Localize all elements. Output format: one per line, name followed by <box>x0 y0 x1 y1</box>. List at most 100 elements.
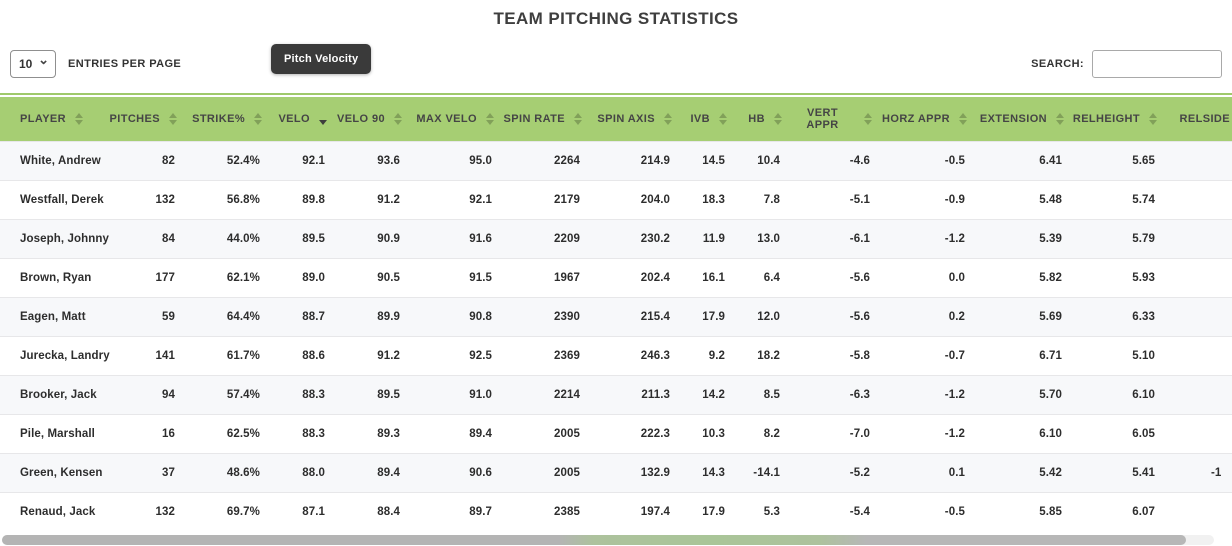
stat-cell: 16.1 <box>702 272 725 284</box>
stat-cell: 62.5% <box>226 428 260 440</box>
stat-cell: 2005 <box>554 467 580 479</box>
player-name-cell: White, Andrew <box>20 155 101 167</box>
table-row[interactable]: Brooker, Jack 94 57.4% 88.3 89.5 91.0 2214 211.… <box>0 375 1232 415</box>
stat-cell: 197.4 <box>640 506 670 518</box>
col-header-extension[interactable]: EXTENSION <box>975 97 1072 142</box>
entries-per-page-label: ENTRIES PER PAGE <box>68 58 182 70</box>
stat-cell: 8.2 <box>763 428 780 440</box>
sort-arrows-icon <box>169 113 177 125</box>
col-header-relside[interactable]: RELSIDE <box>1165 97 1232 142</box>
col-header-spin-axis[interactable]: SPIN AXIS <box>590 97 680 142</box>
stat-cell: 5.93 <box>1132 272 1155 284</box>
sort-arrows-icon <box>1149 113 1157 125</box>
stat-cell: 177 <box>155 272 175 284</box>
col-header-spin-rate[interactable]: SPIN RATE <box>502 97 590 142</box>
col-header-player[interactable]: PLAYER <box>0 97 110 142</box>
stat-cell: 2179 <box>554 194 580 206</box>
stat-cell: 8.5 <box>763 389 780 401</box>
entries-per-page-select[interactable]: 10 <box>10 50 56 78</box>
stat-cell: 2214 <box>554 389 580 401</box>
stat-cell: 0.1 <box>948 467 965 479</box>
stat-cell: 89.8 <box>302 194 325 206</box>
stat-cell: 91.6 <box>469 233 492 245</box>
stat-cell: 88.3 <box>302 389 325 401</box>
col-header-pitches[interactable]: PITCHES <box>110 97 185 142</box>
stat-cell <box>1165 142 1232 181</box>
stat-cell: 204.0 <box>640 194 670 206</box>
stat-cell: 9.2 <box>708 350 725 362</box>
stat-cell: 62.1% <box>226 272 260 284</box>
stat-cell: -0.9 <box>944 194 965 206</box>
table-row[interactable]: Eagen, Matt 59 64.4% 88.7 89.9 90.8 2390 215.4 1… <box>0 297 1232 337</box>
stat-cell: 14.5 <box>702 155 725 167</box>
col-header-label: PLAYER <box>20 113 67 125</box>
table-row[interactable]: White, Andrew 82 52.4% 92.1 93.6 95.0 2264 214.… <box>0 141 1232 181</box>
stat-cell: 211.3 <box>641 389 670 401</box>
player-name-cell: Green, Kensen <box>20 467 103 479</box>
stat-cell: 202.4 <box>640 272 670 284</box>
table-row[interactable]: Pile, Marshall 16 62.5% 88.3 89.3 89.4 2005 222… <box>0 414 1232 454</box>
stat-cell <box>1165 259 1232 298</box>
stat-cell: -1.2 <box>944 428 965 440</box>
stat-cell: 92.5 <box>469 350 492 362</box>
stat-cell: -14.1 <box>753 467 780 479</box>
stat-cell: 2005 <box>554 428 580 440</box>
stat-cell: 5.48 <box>1039 194 1062 206</box>
col-header-vert-appr[interactable]: VERT APPR <box>790 97 880 142</box>
col-header-max-velo[interactable]: MAX VELO <box>410 97 502 142</box>
col-header-strike[interactable]: STRIKE% <box>185 97 270 142</box>
stat-cell: 84 <box>162 233 175 245</box>
stat-cell: 87.1 <box>302 506 325 518</box>
table-row[interactable]: Brown, Ryan 177 62.1% 89.0 90.5 91.5 1967 202.4… <box>0 258 1232 298</box>
table-row[interactable]: Joseph, Johnny 84 44.0% 89.5 90.9 91.6 2209 230… <box>0 219 1232 259</box>
stat-cell: 13.0 <box>757 233 780 245</box>
stat-cell: -5.1 <box>849 194 870 206</box>
table-row[interactable]: Renaud, Jack 132 69.7% 87.1 88.4 89.7 2385 197.… <box>0 492 1232 531</box>
col-header-label: SPIN RATE <box>503 113 565 125</box>
stat-cell: 246.3 <box>640 350 670 362</box>
stat-cell: 48.6% <box>226 467 260 479</box>
stat-cell: 6.33 <box>1132 311 1155 323</box>
col-header-label: VELO 90 <box>336 113 385 125</box>
player-name-cell: Joseph, Johnny <box>20 233 109 245</box>
sort-arrows-icon <box>664 113 672 125</box>
col-header-label: SPIN AXIS <box>597 113 655 125</box>
stat-cell: 5.79 <box>1132 233 1155 245</box>
stat-cell: 14.3 <box>702 467 725 479</box>
entries-per-page-control: 10 ENTRIES PER PAGE <box>10 50 181 78</box>
stat-cell: 90.9 <box>377 233 400 245</box>
stat-cell <box>1165 298 1232 337</box>
col-header-ivb[interactable]: IVB <box>680 97 735 142</box>
sort-arrows-icon <box>959 113 967 125</box>
sort-arrows-icon <box>864 113 872 125</box>
stat-cell: 5.65 <box>1132 155 1155 167</box>
stat-cell: 64.4% <box>226 311 260 323</box>
stat-cell: 6.10 <box>1039 428 1062 440</box>
table-row[interactable]: Jurecka, Landry 141 61.7% 88.6 91.2 92.5 2369 2… <box>0 336 1232 376</box>
pitching-stats-table: PLAYER PITCHES STRIKE% VELO VELO 90 MAX VELO S… <box>0 97 1232 531</box>
stat-cell: 89.5 <box>377 389 400 401</box>
stat-cell: 6.71 <box>1039 350 1062 362</box>
table-row[interactable]: Westfall, Derek 132 56.8% 89.8 91.2 92.1 2179 2… <box>0 180 1232 220</box>
stat-cell: 12.0 <box>757 311 780 323</box>
stat-cell: 5.3 <box>763 506 780 518</box>
stat-cell: 91.2 <box>377 194 400 206</box>
col-header-horz-appr[interactable]: HORZ APPR <box>880 97 975 142</box>
stat-cell: 132 <box>155 194 175 206</box>
stat-cell <box>1165 376 1232 415</box>
stat-cell: 11.9 <box>702 233 725 245</box>
stat-cell <box>1165 181 1232 220</box>
col-header-relheight[interactable]: RELHEIGHT <box>1072 97 1165 142</box>
table-row[interactable]: Green, Kensen 37 48.6% 88.0 89.4 90.6 2005 132.… <box>0 453 1232 493</box>
col-header-velo-90[interactable]: VELO 90 <box>335 97 410 142</box>
scrollbar-thumb[interactable] <box>2 535 1186 545</box>
col-header-hb[interactable]: HB <box>735 97 790 142</box>
stat-cell: -0.5 <box>944 155 965 167</box>
col-header-velo[interactable]: VELO <box>270 97 335 142</box>
col-header-label: PITCHES <box>109 113 160 125</box>
col-header-label: RELSIDE <box>1179 113 1230 125</box>
player-name-cell: Eagen, Matt <box>20 311 86 323</box>
col-header-label: VELO <box>278 113 310 125</box>
search-input[interactable] <box>1092 50 1222 78</box>
stat-cell: 44.0% <box>226 233 260 245</box>
